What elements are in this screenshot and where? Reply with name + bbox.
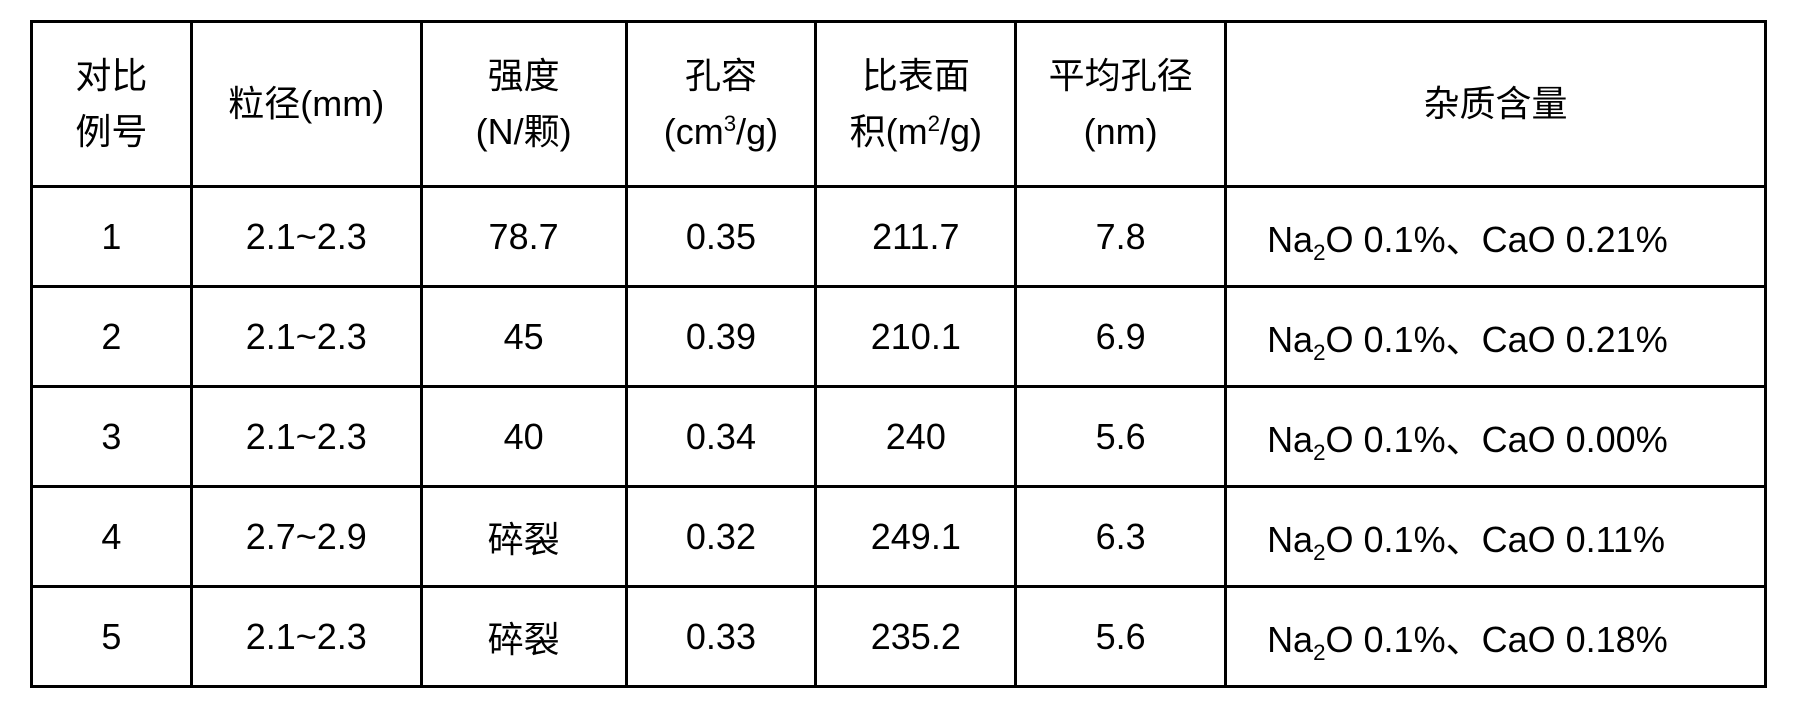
cell-strength: 碎裂 [421, 587, 626, 687]
cell-size: 2.1~2.3 [191, 287, 421, 387]
cell-surface: 210.1 [816, 287, 1016, 387]
header-surf-l2: 积(m2/g) [850, 111, 982, 152]
col-header-diameter: 平均孔径 (nm) [1016, 22, 1226, 187]
cell-diameter: 7.8 [1016, 187, 1226, 287]
cell-diameter: 5.6 [1016, 387, 1226, 487]
cell-id: 5 [32, 587, 192, 687]
cell-surface: 211.7 [816, 187, 1016, 287]
header-size: 粒径(mm) [228, 83, 384, 124]
cell-diameter: 6.3 [1016, 487, 1226, 587]
cell-surface: 235.2 [816, 587, 1016, 687]
cell-id: 2 [32, 287, 192, 387]
col-header-id: 对比 例号 [32, 22, 192, 187]
cell-diameter: 5.6 [1016, 587, 1226, 687]
cell-size: 2.1~2.3 [191, 187, 421, 287]
cell-strength: 碎裂 [421, 487, 626, 587]
cell-id: 3 [32, 387, 192, 487]
cell-id: 4 [32, 487, 192, 587]
col-header-size: 粒径(mm) [191, 22, 421, 187]
cell-porevol: 0.34 [626, 387, 816, 487]
header-id-l2: 例号 [75, 111, 147, 152]
cell-size: 2.1~2.3 [191, 387, 421, 487]
cell-strength: 45 [421, 287, 626, 387]
header-pore-l1: 孔容 [685, 55, 757, 96]
table-row: 32.1~2.3400.342405.6Na2O 0.1%、CaO 0.00% [32, 387, 1766, 487]
cell-size: 2.1~2.3 [191, 587, 421, 687]
cell-impurity: Na2O 0.1%、CaO 0.21% [1226, 187, 1766, 287]
cell-diameter: 6.9 [1016, 287, 1226, 387]
cell-surface: 240 [816, 387, 1016, 487]
col-header-surface: 比表面 积(m2/g) [816, 22, 1016, 187]
header-id-l1: 对比 [75, 55, 147, 96]
col-header-strength: 强度 (N/颗) [421, 22, 626, 187]
cell-impurity: Na2O 0.1%、CaO 0.21% [1226, 287, 1766, 387]
header-str-l1: 强度 [488, 55, 560, 96]
col-header-impurity: 杂质含量 [1226, 22, 1766, 187]
cell-porevol: 0.35 [626, 187, 816, 287]
cell-porevol: 0.32 [626, 487, 816, 587]
header-diam-l2: (nm) [1084, 111, 1158, 152]
header-str-l2: (N/颗) [476, 111, 572, 152]
col-header-porevol: 孔容 (cm3/g) [626, 22, 816, 187]
cell-strength: 40 [421, 387, 626, 487]
cell-porevol: 0.39 [626, 287, 816, 387]
header-surf-l1: 比表面 [862, 55, 970, 96]
cell-impurity: Na2O 0.1%、CaO 0.00% [1226, 387, 1766, 487]
cell-id: 1 [32, 187, 192, 287]
table-row: 52.1~2.3碎裂0.33235.25.6Na2O 0.1%、CaO 0.18… [32, 587, 1766, 687]
cell-size: 2.7~2.9 [191, 487, 421, 587]
table-body: 12.1~2.378.70.35211.77.8Na2O 0.1%、CaO 0.… [32, 187, 1766, 687]
cell-strength: 78.7 [421, 187, 626, 287]
cell-impurity: Na2O 0.1%、CaO 0.11% [1226, 487, 1766, 587]
materials-table: 对比 例号 粒径(mm) 强度 (N/颗) 孔容 (cm3/g) [30, 20, 1767, 688]
table-header-row: 对比 例号 粒径(mm) 强度 (N/颗) 孔容 (cm3/g) [32, 22, 1766, 187]
header-diam-l1: 平均孔径 [1049, 55, 1193, 96]
header-pore-l2: (cm3/g) [664, 111, 778, 152]
cell-porevol: 0.33 [626, 587, 816, 687]
cell-impurity: Na2O 0.1%、CaO 0.18% [1226, 587, 1766, 687]
cell-surface: 249.1 [816, 487, 1016, 587]
header-imp: 杂质含量 [1424, 83, 1568, 124]
table-row: 12.1~2.378.70.35211.77.8Na2O 0.1%、CaO 0.… [32, 187, 1766, 287]
table-row: 42.7~2.9碎裂0.32249.16.3Na2O 0.1%、CaO 0.11… [32, 487, 1766, 587]
table-row: 22.1~2.3450.39210.16.9Na2O 0.1%、CaO 0.21… [32, 287, 1766, 387]
